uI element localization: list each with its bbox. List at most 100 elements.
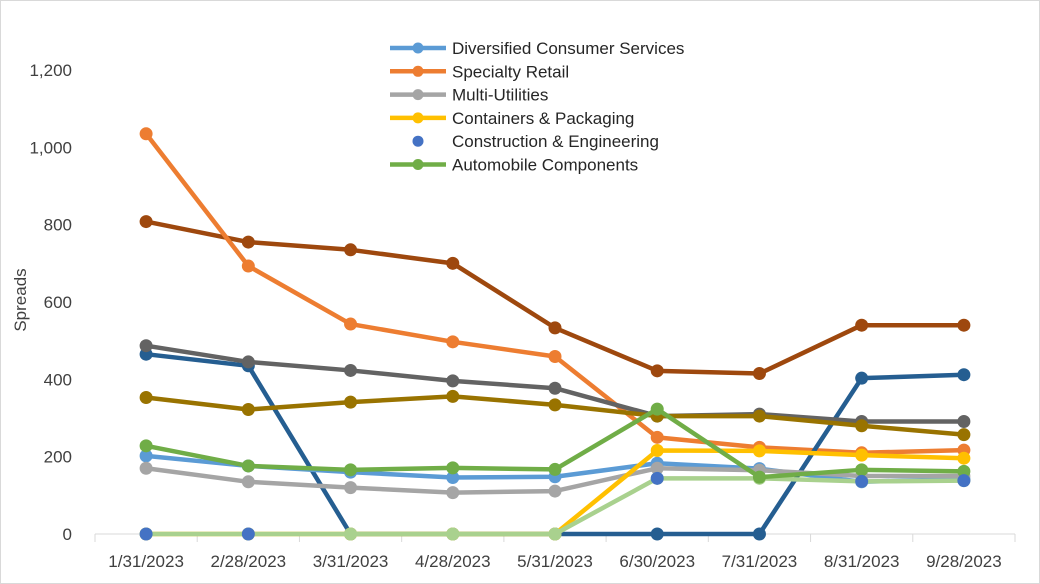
data-point (752, 470, 766, 484)
data-point (344, 317, 358, 331)
y-tick-label: 1,200 (29, 61, 72, 80)
y-tick-label: 1,000 (29, 138, 72, 157)
legend-label: Specialty Retail (452, 62, 569, 81)
data-point (957, 368, 971, 382)
data-point (752, 409, 766, 423)
data-point (548, 462, 562, 476)
legend-entry: Specialty Retail (390, 62, 569, 81)
x-tick-label: 3/31/2023 (313, 552, 389, 571)
data-point (957, 428, 971, 442)
x-tick-label: 6/30/2023 (619, 552, 695, 571)
data-point (446, 471, 460, 485)
legend-swatch-marker (412, 89, 424, 101)
data-point (855, 474, 869, 488)
legend-entry: Containers & Packaging (390, 109, 634, 128)
legend-label: Automobile Components (452, 156, 638, 175)
data-point (752, 444, 766, 458)
legend-entry: Multi-Utilities (390, 86, 548, 105)
data-point (139, 449, 153, 463)
data-point (139, 215, 153, 229)
data-point (446, 374, 460, 388)
data-point (344, 243, 358, 257)
data-point (446, 486, 460, 500)
data-point (957, 474, 971, 488)
legend-entry: Construction & Engineering (412, 132, 659, 151)
data-point (855, 419, 869, 433)
legend-swatch-marker (412, 65, 424, 77)
x-tick-label: 5/31/2023 (517, 552, 593, 571)
data-point (344, 395, 358, 409)
data-point (752, 527, 766, 541)
legend-label: Construction & Engineering (452, 132, 659, 151)
data-point (139, 439, 153, 453)
series-line (143, 351, 967, 537)
data-point (446, 389, 460, 403)
data-point (957, 318, 971, 332)
y-axis-label: Spreads (11, 268, 30, 331)
legend-entry: Diversified Consumer Services (390, 39, 684, 58)
series-group (139, 127, 971, 541)
data-point (344, 463, 358, 477)
data-point (650, 461, 664, 475)
data-point (446, 256, 460, 270)
series (139, 347, 971, 541)
data-point (650, 443, 664, 457)
y-tick-label: 0 (63, 525, 72, 544)
data-point (957, 414, 971, 428)
data-point (548, 398, 562, 412)
data-point (650, 364, 664, 378)
legend-label: Multi-Utilities (452, 86, 548, 105)
y-tick-label: 600 (44, 293, 72, 312)
data-point (957, 464, 971, 478)
data-point (241, 475, 255, 489)
data-point (446, 461, 460, 475)
data-point (548, 350, 562, 364)
x-tick-label: 7/31/2023 (722, 552, 798, 571)
data-point (241, 259, 255, 273)
data-point (344, 363, 358, 377)
legend-label: Diversified Consumer Services (452, 39, 684, 58)
x-tick-label: 2/28/2023 (211, 552, 287, 571)
data-point (446, 527, 460, 541)
legend: Diversified Consumer Services Specialty R… (390, 39, 684, 175)
data-point (446, 335, 460, 349)
series (139, 402, 971, 484)
legend-entry: Automobile Components (390, 156, 638, 175)
data-point (241, 355, 255, 369)
x-tick-label: 4/28/2023 (415, 552, 491, 571)
legend-label: Containers & Packaging (452, 109, 634, 128)
x-axis: 1/31/2023 2/28/2023 3/31/2023 4/28/2023 5/31… (94, 533, 1016, 571)
x-tick-label: 8/31/2023 (824, 552, 900, 571)
data-point (650, 430, 664, 444)
data-point (139, 527, 153, 541)
data-point (548, 527, 562, 541)
data-point (344, 527, 358, 541)
data-point (855, 448, 869, 462)
data-point (548, 321, 562, 335)
x-tick-label: 1/31/2023 (108, 552, 184, 571)
y-tick-label: 800 (44, 216, 72, 235)
legend-swatch-marker (412, 135, 424, 147)
legend-swatch-marker (412, 112, 424, 124)
data-point (139, 461, 153, 475)
data-point (241, 459, 255, 473)
series (139, 389, 971, 442)
legend-swatch-marker (412, 159, 424, 170)
data-point (548, 484, 562, 498)
y-tick-label: 400 (44, 370, 72, 389)
data-point (241, 235, 255, 249)
data-point (241, 402, 255, 416)
data-point (241, 527, 255, 541)
data-point (139, 339, 153, 353)
series (139, 215, 971, 381)
data-point (855, 371, 869, 385)
y-axis: 0 200 400 600 800 1,000 1,200 (29, 61, 72, 544)
data-point (855, 318, 869, 332)
x-tick-label: 9/28/2023 (926, 552, 1002, 571)
data-point (548, 381, 562, 395)
data-point (650, 527, 664, 541)
data-point (650, 402, 664, 416)
data-point (752, 367, 766, 381)
